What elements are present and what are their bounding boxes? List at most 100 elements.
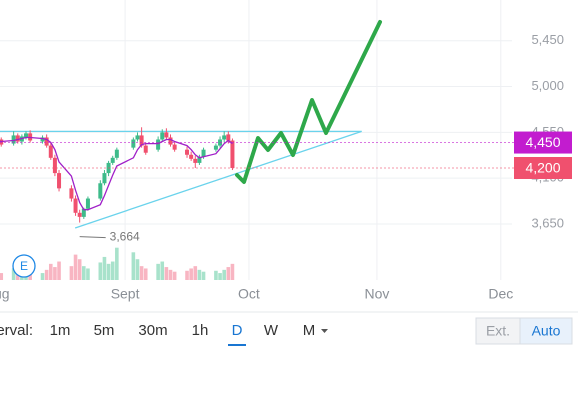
volume-bar [98,262,103,280]
volume-bar [201,271,206,280]
volume-bar [82,266,86,280]
x-tick-label: Dec [488,286,513,302]
candle-body [110,157,115,163]
interval-option[interactable]: W [264,322,279,339]
volume-bar [160,261,165,280]
toolbar: Interval: 1m 5m 30m 1h D W M Ext. Auto [0,317,573,346]
y-tick-label: 5,450 [531,32,564,47]
event-marker[interactable] [12,254,36,278]
volume-bar [230,263,235,280]
candle-body [201,149,206,157]
volume-bar [69,266,74,280]
interval-option[interactable]: 5m [94,322,115,339]
interval-label: Interval: [0,322,33,339]
volume-bar [73,254,78,280]
x-tick-label: Nov [364,286,389,302]
volume-bar [193,266,198,280]
volume-bar [172,271,177,280]
interval-option[interactable]: 1m [50,322,71,339]
volume-bar [77,259,82,280]
annotation-label: 3,664 [110,230,140,244]
candle-body [160,132,165,140]
x-tick-label: Aug [0,286,10,302]
candle-body [168,137,173,145]
volume-bar [44,269,49,280]
candle-body [48,145,53,158]
volume-bar [0,273,4,280]
candle-body [189,154,194,159]
price-badge [514,131,572,154]
interval-option[interactable]: 30m [138,322,167,339]
volume-bar [156,263,160,280]
event-marker-label: E [20,259,28,273]
candle-body [40,137,45,142]
interval-option[interactable]: D [232,322,243,339]
trendline [74,130,362,229]
volume-bar [106,263,111,280]
volume-bar [11,268,16,280]
candle-body [52,157,57,174]
candle-body [98,183,103,199]
candle-body [57,173,62,189]
volume-bar [115,247,119,280]
candle-body [69,188,74,199]
x-tick-label: Oct [238,286,260,302]
price-badge-label: 4,450 [525,134,560,150]
candle-body [73,198,78,213]
grid [0,0,512,280]
candle-body [114,149,119,158]
candle-body [213,145,218,150]
candle-body [44,137,49,146]
price-badge-label: 4,200 [525,160,560,176]
mode-button[interactable] [519,317,573,345]
volume-bar [110,261,115,280]
volume-bar [15,271,20,280]
candle-body [226,134,231,141]
volume-bar [164,267,169,280]
candle-body [185,149,190,155]
y-tick-label: 3,650 [531,215,564,230]
volume-bar [226,267,231,280]
candle-body [143,145,148,153]
candle-body [139,135,144,146]
mode-label: Ext. [486,323,510,339]
interval-option[interactable]: 1h [192,322,209,339]
candle-body [172,144,177,150]
volume-bar [214,270,218,280]
candle-body [222,135,227,140]
candle-body [77,212,82,217]
volume-bar [48,263,53,280]
candle-body [15,135,20,142]
y-tick-label: 5,000 [531,78,564,93]
dropdown-caret [321,329,328,333]
volume-bar [86,268,90,280]
mode-label: Auto [532,323,561,339]
candle-body [156,139,161,150]
axes: 3,6504,1004,5505,0005,450AugSeptOctNovDe… [0,32,564,302]
annotation-leader [79,236,106,239]
candle-body [193,158,198,163]
moving-average [0,136,233,211]
candle-body [164,132,169,138]
volume-bar [131,252,136,280]
volume-bar [40,273,45,280]
candle-body [24,133,29,138]
volume-bar [222,269,226,280]
volume-bar [135,259,140,280]
candle-body [135,135,140,140]
volume-bar [143,268,148,280]
candle-body [131,139,136,148]
x-tick-label: Sept [111,286,140,302]
plot-area [0,127,362,280]
candle-body [85,198,90,209]
volume-bar [189,268,193,280]
volume-bar [197,269,202,280]
volume-bar [102,256,107,280]
candle-body [102,173,107,184]
volume-bar [185,270,189,280]
volume-bar [139,266,144,280]
price-badge [514,157,572,179]
candle-body [81,208,86,217]
interval-option[interactable]: M [303,322,316,339]
